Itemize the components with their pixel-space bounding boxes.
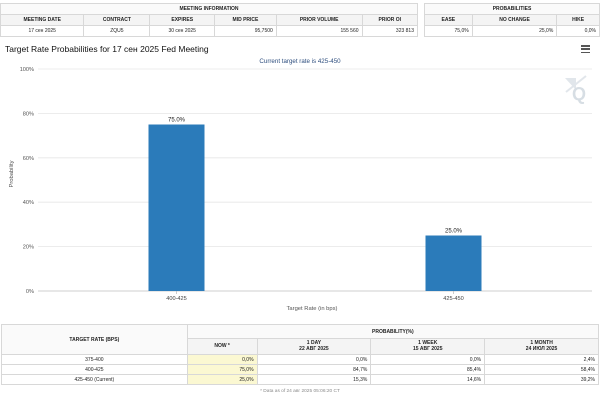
header-probability: PROBABILITY(%) [186,324,600,339]
header-1-week-date: 15 АВГ 2025 [412,345,443,352]
header-1-month: 1 MONTH 24 ИЮЛ 2025 [484,338,599,355]
header-mid-price: MID PRICE [214,14,277,26]
hike-value: 0,0% [556,25,600,37]
y-tick-label: 60% [23,156,34,162]
prior-volume-value: 155 560 [275,25,363,37]
now-cell: 25,0% [186,374,258,385]
prior-oi-value: 323 813 [361,25,419,37]
y-tick-label: 100% [20,67,34,73]
bar-data-label: 25.0% [445,229,463,235]
y-tick-label: 80% [23,111,34,117]
header-now: NOW * [186,338,258,355]
bar-425-450[interactable] [425,235,482,292]
probabilities-table: PROBABILITIES EASE NO CHANGE HIKE 75,0% … [424,3,600,37]
header-prior-oi: PRIOR OI [361,14,419,26]
header-1-day: 1 DAY 22 АВГ 2025 [256,338,372,355]
week-cell: 0,0% [370,354,486,365]
chart-title: Target Rate Probabilities for 17 сен 202… [5,44,209,54]
bar-data-label: 75.0% [168,118,186,124]
header-1-week: 1 WEEK 15 АВГ 2025 [370,338,486,355]
y-tick-label: 40% [23,200,34,206]
chart-subtitle: Current target rate is 425-450 [259,58,341,65]
ease-value: 75,0% [424,25,473,37]
header-1-day-label: 1 DAY [306,339,322,346]
q-logo-icon: Q [565,75,587,104]
svg-text:Q: Q [572,84,586,104]
top-info-section: MEETING INFORMATION MEETING DATE CONTRAC… [0,0,600,40]
table-row: 375-400 0,0% 0,0% 0,0% 2,4% [1,354,599,365]
table-row: 425-450 (Current) 25,0% 15,3% 14,6% 39,2… [1,374,599,385]
hamburger-menu-icon[interactable] [581,45,590,54]
header-no-change: NO CHANGE [471,14,558,26]
y-tick-label: 20% [23,245,34,251]
table-row: 400-425 75,0% 84,7% 85,4% 58,4% [1,364,599,375]
day-cell: 0,0% [256,354,372,365]
now-cell: 75,0% [186,364,258,375]
header-meeting-date: MEETING DATE [0,14,85,26]
header-1-month-label: 1 MONTH [530,339,553,346]
y-tick-label: 0% [26,289,34,295]
header-1-month-date: 24 ИЮЛ 2025 [525,345,558,352]
rate-cell: 400-425 [1,364,188,375]
no-change-value: 25,0% [471,25,558,37]
x-axis-label: Target Rate (in bps) [287,306,338,312]
header-hike: HIKE [556,14,600,26]
header-target-rate: TARGET RATE (BPS) [1,324,188,355]
data-footnote: * Data as of 24 авг 2025 05:06:20 CT [260,389,340,394]
meeting-information-title: MEETING INFORMATION [0,3,418,15]
now-cell: 0,0% [186,354,258,365]
header-1-week-label: 1 WEEK [418,339,438,346]
x-tick-label: 425-450 [443,296,464,302]
month-cell: 58,4% [484,364,599,375]
target-rate-table: TARGET RATE (BPS) PROBABILITY(%) NOW * 1… [1,324,600,385]
x-tick-label: 400-425 [166,296,187,302]
mid-price-value: 95,7500 [214,25,277,37]
header-contract: CONTRACT [83,14,151,26]
week-cell: 85,4% [370,364,486,375]
header-prior-volume: PRIOR VOLUME [275,14,363,26]
header-expires: EXPIRES [149,14,216,26]
meeting-information-table: MEETING INFORMATION MEETING DATE CONTRAC… [0,3,419,37]
day-cell: 84,7% [256,364,372,375]
expires-value: 30 сен 2025 [149,25,216,37]
meeting-date-value: 17 сен 2025 [0,25,85,37]
rate-cell: 425-450 (Current) [1,374,188,385]
bar-400-425[interactable] [148,124,205,292]
week-cell: 14,6% [370,374,486,385]
probabilities-title: PROBABILITIES [424,3,600,15]
header-1-day-date: 22 АВГ 2025 [299,345,329,352]
day-cell: 15,3% [256,374,372,385]
header-ease: EASE [424,14,473,26]
target-rate-probability-chart: Q 0% 20% 40% 60% 80% 100% 75.0% 400-425 25.0% 42… [9,58,592,312]
y-axis-label: Probability [9,160,15,187]
month-cell: 39,2% [484,374,599,385]
contract-value: ZQU5 [83,25,151,37]
rate-cell: 375-400 [1,354,188,365]
month-cell: 2,4% [484,354,599,365]
